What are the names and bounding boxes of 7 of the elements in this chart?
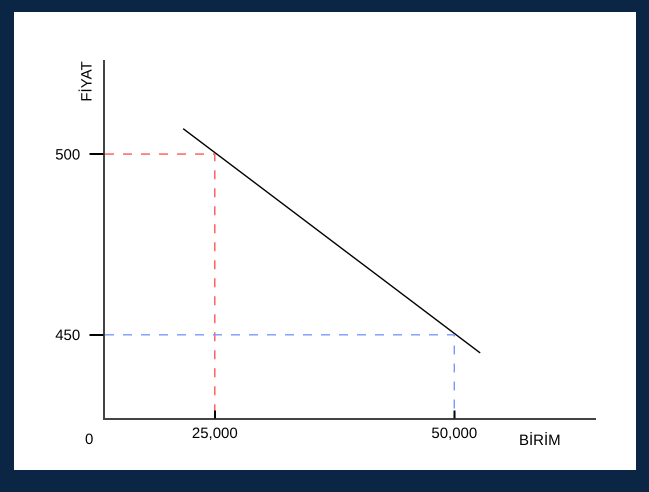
y-tick-label: 500 — [55, 146, 80, 164]
x-tick-label: 50,000 — [431, 424, 478, 442]
y-axis-title: FİYAT — [78, 61, 96, 102]
x-axis-title: BİRİM — [519, 431, 561, 449]
text: 0 — [85, 431, 94, 448]
x-tick-label: 25,000 — [192, 424, 238, 442]
y-tick-label: 450 — [55, 327, 80, 344]
